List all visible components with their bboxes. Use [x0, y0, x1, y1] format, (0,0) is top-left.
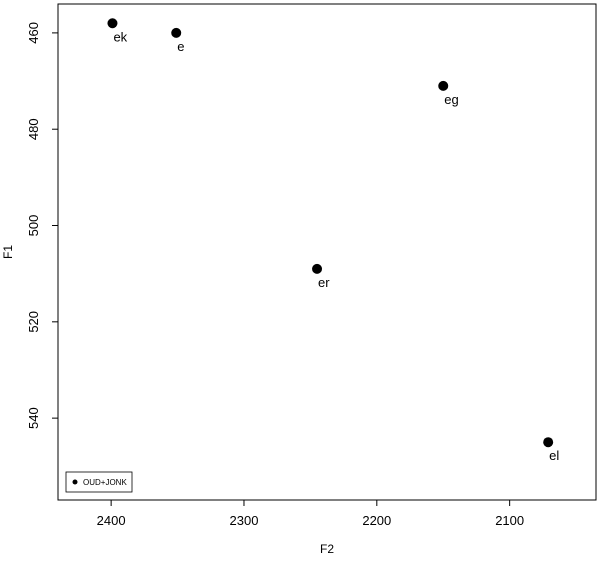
point-label-eg: eg: [444, 92, 458, 107]
x-axis: 2400 2300 2200 2100: [97, 500, 524, 528]
y-tick-label: 460: [26, 22, 41, 44]
legend-label: OUD+JONK: [83, 478, 127, 487]
data-point-eg: [438, 80, 449, 91]
point-label-e: e: [177, 39, 184, 54]
point-label-el: el: [549, 448, 559, 463]
x-tick-label: 2100: [495, 513, 524, 528]
y-tick-label: 500: [26, 215, 41, 237]
x-tick-label: 2300: [230, 513, 259, 528]
point-label-ek: ek: [113, 29, 127, 44]
legend-box: [65, 471, 133, 493]
legend: OUD+JONK: [65, 471, 133, 493]
y-tick-label: 480: [26, 118, 41, 140]
data-point-el: [543, 437, 554, 448]
legend-marker: [72, 479, 78, 485]
point-label-er: er: [318, 275, 330, 290]
data-point-ek: [107, 18, 118, 29]
x-axis-title: F2: [320, 542, 334, 556]
x-tick-label: 2200: [362, 513, 391, 528]
data-point-er: [312, 263, 323, 274]
y-tick-label: 520: [26, 311, 41, 333]
x-tick-label: 2400: [97, 513, 126, 528]
y-tick-label: 540: [26, 407, 41, 429]
plot-frame: [57, 3, 597, 501]
y-axis: 460 480 500 520 540: [26, 22, 58, 429]
y-axis-title: F1: [1, 245, 15, 259]
data-points: ek e eg er el: [107, 18, 559, 463]
data-point-e: [171, 27, 182, 38]
